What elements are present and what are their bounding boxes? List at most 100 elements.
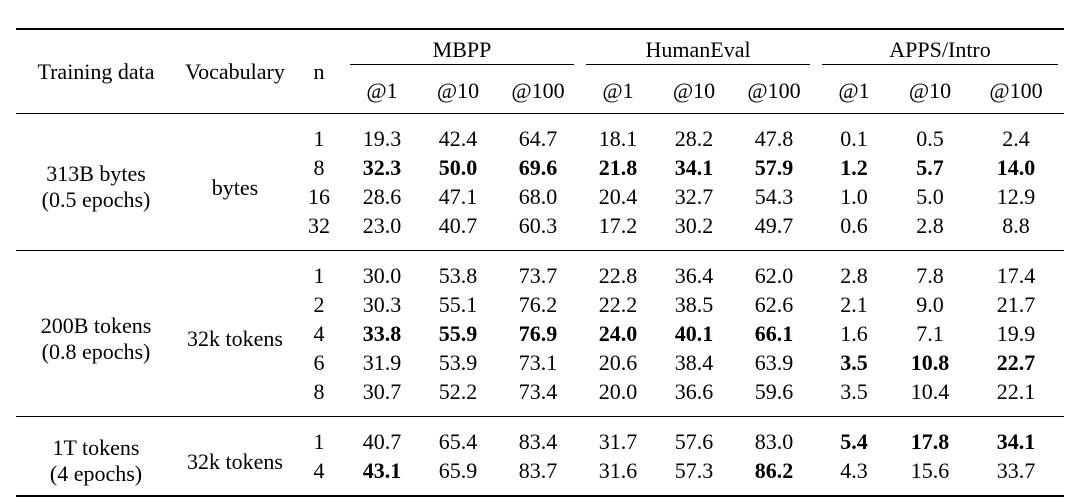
- score-cell: 47.8: [732, 113, 817, 153]
- score-cell: 65.4: [420, 416, 496, 456]
- score-cell: 76.9: [518, 321, 558, 346]
- training-data-line: 200B tokens: [40, 312, 152, 338]
- header-k: @10: [436, 78, 480, 103]
- training-data-cell: 313B bytes (0.5 epochs): [16, 113, 176, 251]
- score-cell: 2.8: [916, 213, 944, 238]
- score-cell: 0.5: [892, 113, 969, 153]
- score-cell: 10.4: [910, 379, 950, 404]
- score-cell: 53.9: [438, 350, 478, 375]
- score-cell: 30.3: [362, 292, 402, 317]
- score-cell: 55.9: [438, 321, 478, 346]
- table-row: 8 32.3 50.0 69.6 21.8 34.1 57.9 1.2 5.7 14.0: [16, 153, 1064, 182]
- score-cell: 57.9: [754, 155, 794, 180]
- score-cell: 2.1: [840, 292, 868, 317]
- score-cell: 54.3: [754, 184, 794, 209]
- n-cell: 1: [294, 416, 344, 456]
- score-cell: 83.7: [496, 456, 581, 497]
- table-row: 8 30.7 52.2 73.4 20.0 36.6 59.6 3.5 10.4 22.1: [16, 377, 1064, 417]
- score-cell: 50.0: [438, 155, 478, 180]
- score-cell: 22.7: [996, 350, 1036, 375]
- n-cell: 1: [294, 113, 344, 153]
- table-row: 1T tokens (4 epochs) 32k tokens 1 40.7 65.4 83…: [16, 416, 1065, 497]
- training-data-cell: 1T tokens (4 epochs): [16, 416, 176, 497]
- score-cell: 22.2: [598, 292, 638, 317]
- score-cell: 73.7: [496, 250, 581, 290]
- score-cell: 23.0: [362, 213, 402, 238]
- table-row: 313B bytes (0.5 epochs) bytes 1 19.3 42.4 64.7…: [16, 113, 1065, 251]
- score-cell: 62.6: [754, 292, 794, 317]
- score-cell: 2.4: [968, 113, 1065, 153]
- score-cell: 17.4: [968, 250, 1065, 290]
- header-group-apps: APPS/Intro: [816, 28, 1065, 69]
- score-cell: 42.4: [420, 113, 496, 153]
- score-cell: 20.4: [598, 184, 638, 209]
- header-k: @100: [511, 78, 565, 103]
- training-epochs-line: (0.5 epochs): [41, 187, 151, 212]
- score-cell: 7.8: [892, 250, 969, 290]
- n-cell: 2: [313, 292, 325, 317]
- score-cell: 36.6: [674, 379, 714, 404]
- score-cell: 76.2: [518, 292, 558, 317]
- score-cell: 5.0: [916, 184, 944, 209]
- score-cell: 68.0: [518, 184, 558, 209]
- score-cell: 30.2: [674, 213, 714, 238]
- header-k: @1: [366, 78, 398, 103]
- n-cell: 4: [294, 456, 344, 497]
- score-cell: 4.3: [816, 456, 893, 497]
- score-cell: 34.1: [968, 416, 1065, 456]
- score-cell: 31.6: [580, 456, 657, 497]
- training-epochs-line: (4 epochs): [49, 461, 143, 486]
- score-cell: 69.6: [518, 155, 558, 180]
- header-group-mbpp: MBPP: [344, 28, 581, 69]
- score-cell: 30.0: [344, 250, 420, 290]
- score-cell: 17.2: [598, 213, 638, 238]
- score-cell: 21.8: [598, 155, 638, 180]
- score-cell: 21.7: [996, 292, 1036, 317]
- table-row: 4 33.8 55.9 76.9 24.0 40.1 66.1 1.6 7.1 19.9: [16, 319, 1064, 348]
- score-cell: 57.6: [656, 416, 733, 456]
- score-cell: 65.9: [420, 456, 496, 497]
- table-header: Training data Vocabulary n MBPP HumanEva…: [16, 28, 1065, 114]
- score-cell: 3.5: [840, 379, 868, 404]
- score-cell: 40.7: [438, 213, 478, 238]
- header-row-groups: Training data Vocabulary n MBPP HumanEva…: [16, 28, 1065, 114]
- header-group-humaneval: HumanEval: [580, 28, 817, 69]
- header-n: n: [294, 28, 344, 114]
- table-row: 16 28.6 47.1 68.0 20.4 32.7 54.3 1.0 5.0 12.9: [16, 182, 1064, 211]
- score-cell: 73.1: [518, 350, 558, 375]
- score-cell: 40.1: [674, 321, 714, 346]
- table-row: 200B tokens (0.8 epochs) 32k tokens 1 30.0 53…: [16, 250, 1065, 417]
- score-cell: 40.7: [344, 416, 420, 456]
- score-cell: 1.2: [840, 155, 868, 180]
- vocabulary-cell: bytes: [176, 113, 294, 251]
- score-cell: 1.0: [840, 184, 868, 209]
- n-cell: 32: [308, 213, 330, 238]
- score-cell: 55.1: [438, 292, 478, 317]
- header-vocabulary: Vocabulary: [176, 28, 294, 114]
- header-k: @100: [747, 78, 801, 103]
- score-cell: 73.4: [518, 379, 558, 404]
- score-cell: 28.6: [362, 184, 402, 209]
- score-cell: 30.7: [362, 379, 402, 404]
- score-cell: 20.6: [598, 350, 638, 375]
- score-cell: 22.8: [580, 250, 657, 290]
- training-data-line: 1T tokens: [52, 435, 140, 460]
- score-cell: 60.3: [518, 213, 558, 238]
- score-cell: 31.7: [580, 416, 657, 456]
- score-cell: 19.9: [996, 321, 1036, 346]
- table-row: 6 31.9 53.9 73.1 20.6 38.4 63.9 3.5 10.8 22.7: [16, 348, 1064, 377]
- score-cell: 32.3: [362, 155, 402, 180]
- score-cell: 14.0: [996, 155, 1036, 180]
- score-cell: 5.7: [916, 155, 944, 180]
- score-cell: 17.8: [892, 416, 969, 456]
- header-k: @100: [989, 78, 1043, 103]
- score-cell: 32.7: [674, 184, 714, 209]
- n-cell: 4: [313, 321, 325, 346]
- score-cell: 12.9: [996, 184, 1036, 209]
- score-cell: 64.7: [496, 113, 581, 153]
- vocabulary-cell: 32k tokens: [176, 416, 294, 497]
- table-body: 313B bytes (0.5 epochs) bytes 1 19.3 42.4 64.7…: [16, 113, 1065, 497]
- score-cell: 24.0: [598, 321, 638, 346]
- training-data-line: 313B bytes: [46, 161, 146, 186]
- score-cell: 20.0: [598, 379, 638, 404]
